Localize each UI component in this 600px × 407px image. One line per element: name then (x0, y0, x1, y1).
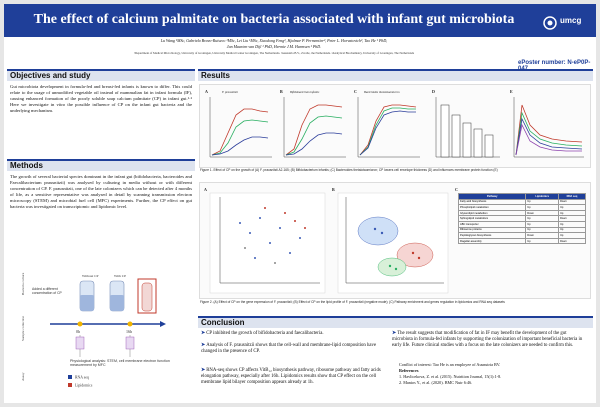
fig1-a-line-1 (211, 108, 269, 156)
methods-diagram: Bacteria culture Sample collection Assay… (21, 272, 170, 388)
umcg-logo (543, 16, 557, 30)
fig1-b-line-2 (285, 115, 343, 156)
fig1-b-line-3 (285, 132, 343, 156)
poster-header: The effect of calcium palmitate on bacte… (4, 4, 596, 62)
without-cp-label: Without CP (82, 274, 99, 278)
fig2-b-cluster-3 (377, 257, 407, 277)
figure-1-panels: A F. prausnitzii B Bifidobacterium infan… (205, 89, 584, 158)
bacteria-culture-label: Bacteria culture (21, 272, 25, 295)
fig1-panel-a-title: F. prausnitzii (221, 90, 238, 94)
conclusion-summary: ➤ The result suggests that modification … (392, 331, 583, 348)
with-cp-label: With CP (114, 274, 126, 278)
fig1-a-line-3 (211, 136, 269, 156)
fig1-c-line-3 (359, 110, 416, 156)
cp-tube (141, 282, 153, 312)
timepoint-16h (127, 321, 133, 327)
conclusion-heading: Conclusion (198, 316, 593, 328)
arrow-icon: ➤ (392, 331, 398, 336)
objectives-text: Gut microbiota development in formula-fe… (10, 84, 192, 113)
rna-seq-label: RNA seq (75, 376, 89, 380)
affiliations: ¹Department of Medical Microbiology, Uni… (134, 51, 414, 55)
t0-label: 0h (76, 329, 80, 334)
fig1-b-line-1 (285, 104, 343, 156)
physiological-analysis-label: Physiological analysis: STEM, cell membr… (70, 359, 170, 368)
fig1-c-line-2 (359, 107, 416, 156)
arrow-icon: ➤ (201, 368, 207, 373)
reference-1: 1. Havlicekova, Z. et al. (2015). Nutrit… (399, 374, 502, 379)
fig2-b-cluster-2 (396, 242, 434, 268)
sample-tube-0h (75, 336, 85, 350)
figure-2-caption: Figure 2. (A) Effect of CP on the gene e… (200, 300, 505, 304)
fig1-e-line-3 (515, 117, 583, 156)
fig1-a-line-2 (211, 119, 269, 156)
fig2-a-plot-area (209, 192, 326, 294)
tube-without-cp-medium (80, 295, 94, 311)
conclusion-item-1: ➤ CP inhibited the growth of bifidobacte… (201, 331, 324, 336)
fig1-panel-d-label: D (432, 89, 435, 94)
methods-heading: Methods (7, 159, 195, 171)
fig1-panel-c-title: Bacteroides thetaiotaomicron (364, 90, 400, 94)
figure-2-panels: A B (204, 187, 586, 294)
fig2-b-plot-area (337, 192, 449, 294)
fig1-e-line-4 (515, 123, 582, 156)
fig1-panel-b-label: B (280, 89, 283, 94)
t16-label: 16h (126, 329, 132, 334)
fig1-panel-c-label: C (354, 89, 357, 94)
sample-collection-label: Sample collection (21, 316, 25, 341)
fig1-d-bar-3 (462, 122, 472, 158)
arrow-icon: ➤ (201, 331, 207, 336)
fig1-e-line-2 (515, 111, 583, 156)
timeline-arrowhead (160, 321, 166, 327)
title-band (4, 4, 596, 37)
fig2-panel-c-label: C (455, 187, 458, 192)
fig1-d-bar-5 (484, 134, 494, 158)
references-heading: References (399, 368, 419, 373)
fig1-panel-a-label: A (205, 89, 208, 94)
fig2-panel-a-label: A (204, 187, 207, 192)
sample-tube-16h (125, 336, 135, 350)
conclusion-item-3: ➤ RNA-seq shows CP affects VitB₁₂ biosyn… (201, 368, 381, 385)
lipidomics-label: Lipidomics (75, 384, 93, 388)
conflict-of-interest: Conflict of interest: Tao He is an emplo… (399, 362, 501, 367)
fig1-panel-b-title: Bifidobacterium infantis (290, 90, 320, 94)
added-cp-label: Added a different concentration of CP (32, 287, 62, 295)
author-list: Lu Wang ¹MSc, Gabriela Bravo-Ruiseco ¹MS… (160, 38, 388, 49)
pathway-table: Pathway Lipidomics RNA seq Fatty acid bi… (458, 193, 586, 245)
logo-text: umcg (560, 16, 582, 25)
reference-2: 2. Manios Y., et al. (2020). BMC Nutr 6:… (399, 380, 473, 385)
methods-text: The growth of several bacterial species … (10, 174, 192, 209)
fig2-b-cluster-1 (357, 216, 399, 246)
fig1-c-line-1 (359, 104, 417, 156)
figure-2: A B (199, 182, 591, 299)
poster: The effect of calcium palmitate on bacte… (4, 4, 596, 403)
poster-title: The effect of calcium palmitate on bacte… (33, 12, 515, 27)
conclusion-item-2: ➤ Analysis of F. prausnitzii shows that … (201, 343, 377, 354)
timepoint-0h (77, 321, 83, 327)
results-heading: Results (198, 69, 593, 81)
fig1-panel-e-label: E (510, 89, 513, 94)
figure-1: A F. prausnitzii B Bifidobacterium infan… (199, 84, 591, 168)
figure-1-caption: Figure 1. Effect of CP on the growth of … (200, 168, 498, 172)
fig2-b-points (373, 227, 421, 271)
arrow-icon: ➤ (201, 343, 207, 348)
fig2-panel-b-label: B (332, 187, 335, 192)
fig1-d-bar-1 (440, 104, 450, 158)
rna-seq-marker (68, 375, 72, 379)
tube-with-cp-medium (110, 295, 124, 311)
assay-label: Assay (21, 372, 25, 381)
fig1-d-bar-4 (473, 128, 483, 158)
objectives-heading: Objectives and study (7, 69, 195, 81)
table-row: Flagellar assembly Up Down (458, 237, 586, 245)
cp-highlight-box (137, 278, 157, 314)
fig2-a-points (239, 207, 306, 264)
fig1-d-bar-2 (451, 114, 461, 158)
lipidomics-marker (68, 383, 72, 387)
fig1-e-line-1 (515, 104, 583, 156)
